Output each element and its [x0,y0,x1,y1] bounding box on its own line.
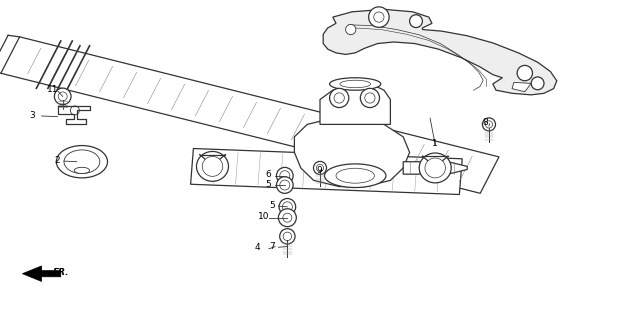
Text: 4: 4 [255,243,260,252]
Text: 5: 5 [266,180,271,188]
Circle shape [517,65,532,81]
Text: 7: 7 [269,242,275,251]
Circle shape [360,88,380,108]
Circle shape [330,88,349,108]
Circle shape [314,161,326,174]
Text: 11: 11 [47,85,59,94]
Circle shape [280,229,295,244]
Text: FR.: FR. [53,268,70,276]
Polygon shape [512,82,531,92]
Ellipse shape [330,78,381,90]
Circle shape [276,177,293,193]
Ellipse shape [74,167,90,174]
Polygon shape [403,162,467,174]
Polygon shape [320,84,390,124]
Polygon shape [1,37,499,193]
Text: 9: 9 [317,166,323,175]
Ellipse shape [324,164,386,188]
Text: 2: 2 [54,156,60,165]
Circle shape [278,209,296,227]
Ellipse shape [56,146,108,178]
Ellipse shape [196,151,228,181]
Text: 8: 8 [482,118,488,127]
Text: 5: 5 [269,201,275,210]
Ellipse shape [419,153,451,183]
Circle shape [369,7,389,27]
Text: 10: 10 [258,212,269,221]
Circle shape [346,25,356,35]
Polygon shape [22,266,61,281]
Polygon shape [323,9,557,95]
Circle shape [279,198,296,215]
Circle shape [483,118,495,131]
Circle shape [276,167,293,184]
Text: 3: 3 [29,111,35,119]
Circle shape [531,77,544,90]
Polygon shape [294,118,410,187]
Text: 6: 6 [266,170,271,179]
Polygon shape [191,149,462,194]
Text: 1: 1 [432,139,438,147]
Circle shape [54,88,71,105]
Circle shape [410,15,422,28]
